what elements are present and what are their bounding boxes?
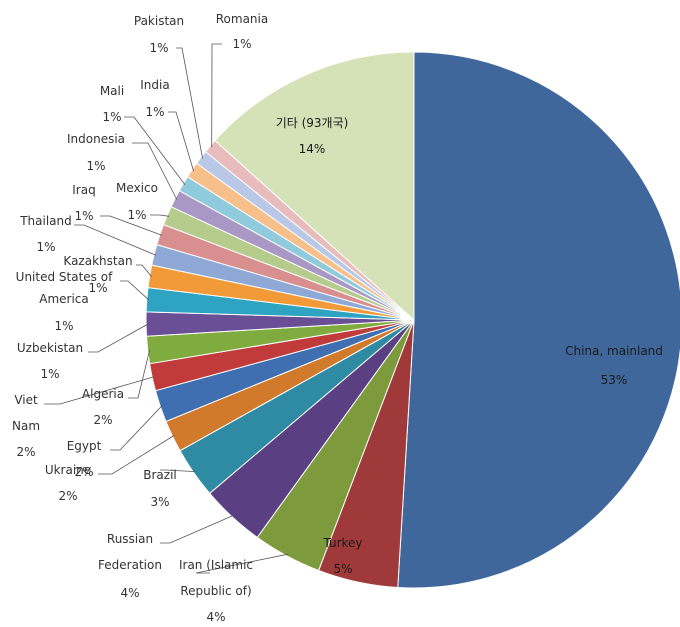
leader-line-mali: [124, 116, 186, 185]
slice-label-viet-nam: Viet: [14, 393, 38, 407]
slice-label-china-mainland: China, mainland: [565, 344, 663, 358]
slice-label-indonesia: Indonesia: [67, 132, 125, 146]
slice-label-pakistan: Pakistan: [134, 14, 184, 28]
slice-label-united-states-of-america: United States of: [16, 270, 113, 284]
leader-line-india: [168, 111, 194, 172]
slice-labels: China, mainland 53% Turkey 5% Iran (Islamic R…: [12, 12, 663, 624]
leader-line-mexico: [150, 214, 170, 217]
leader-line-uzbekistan: [88, 323, 149, 353]
leader-line-egypt: [110, 405, 163, 451]
slice-label-united-states-of-america-1: America: [39, 292, 89, 306]
slice-percent-india: 1%: [145, 105, 164, 119]
slice-percent-viet-nam: 2%: [16, 445, 35, 459]
leader-line-brazil: [160, 469, 196, 472]
leader-line-kazakhstan: [136, 264, 152, 277]
slice-label-romania: Romania: [216, 12, 268, 26]
slice-label-iraq: Iraq: [72, 183, 95, 197]
slice-percent-brazil: 3%: [150, 495, 169, 509]
slice-label-algeria: Algeria: [82, 387, 124, 401]
slice-percent-romania: 1%: [232, 37, 251, 51]
slice-label-viet-nam-1: Nam: [12, 419, 40, 433]
leader-line-indonesia: [132, 142, 178, 200]
leader-line-romania: [211, 43, 222, 148]
leader-line-iran-islamic-republic-of: [195, 553, 288, 574]
slice-percent-algeria: 2%: [93, 413, 112, 427]
slice-label-ukraine: Ukraine: [45, 463, 91, 477]
leader-lines: [44, 43, 288, 574]
slice-label-uzbekistan: Uzbekistan: [17, 341, 83, 355]
slice-label-93: 기타 (93개국): [276, 116, 349, 130]
slice-percent-93: 14%: [299, 142, 326, 156]
leader-line-viet-nam: [44, 376, 155, 405]
slice-percent-iraq: 1%: [74, 209, 93, 223]
slice-percent-russian-federation: 4%: [120, 586, 139, 600]
slice-percent-ukraine: 2%: [58, 489, 77, 503]
slice-percent-united-states-of-america: 1%: [54, 319, 73, 333]
slice-percent-thailand: 1%: [36, 240, 55, 254]
slice-percent-egypt: 2%: [74, 465, 93, 479]
slice-label-thailand: Thailand: [19, 214, 72, 228]
leader-line-iraq: [100, 215, 163, 236]
slice-percent-mexico: 1%: [127, 208, 146, 222]
leader-line-thailand: [74, 224, 157, 256]
slice-label-brazil: Brazil: [143, 468, 177, 482]
leader-line-ukraine: [98, 435, 175, 475]
slice-percent-uzbekistan: 1%: [40, 367, 59, 381]
slice-label-iran-islamic-republic-of-1: Republic of): [180, 584, 251, 598]
slice-label-mexico: Mexico: [116, 181, 158, 195]
slice-label-mali: Mali: [100, 84, 124, 98]
slice-label-russian-federation-1: Federation: [98, 558, 162, 572]
slice-label-turkey: Turkey: [322, 536, 362, 550]
slice-percent-iran-islamic-republic-of: 4%: [206, 610, 225, 624]
slice-percent-mali: 1%: [102, 110, 121, 124]
slice-percent-pakistan: 1%: [149, 41, 168, 55]
leader-line-united-states-of-america: [120, 280, 150, 301]
slice-label-egypt: Egypt: [67, 439, 102, 453]
slice-label-russian-federation: Russian: [107, 532, 153, 546]
pie-slice-china-mainland: [397, 51, 680, 589]
slice-percent-indonesia: 1%: [86, 159, 105, 173]
slice-label-india: India: [140, 78, 169, 92]
slice-percent-turkey: 5%: [333, 562, 352, 576]
leader-line-pakistan: [176, 47, 203, 159]
pie-slices: [145, 51, 680, 589]
slice-percent-kazakhstan: 1%: [88, 281, 107, 295]
slice-percent-china-mainland: 53%: [601, 373, 628, 387]
slice-label-kazakhstan: Kazakhstan: [63, 254, 132, 268]
pie-slice-93: [214, 51, 415, 322]
leader-line-russian-federation: [160, 515, 234, 544]
leader-line-algeria: [128, 349, 151, 399]
slice-label-iran-islamic-republic-of: Iran (Islamic: [179, 558, 253, 572]
